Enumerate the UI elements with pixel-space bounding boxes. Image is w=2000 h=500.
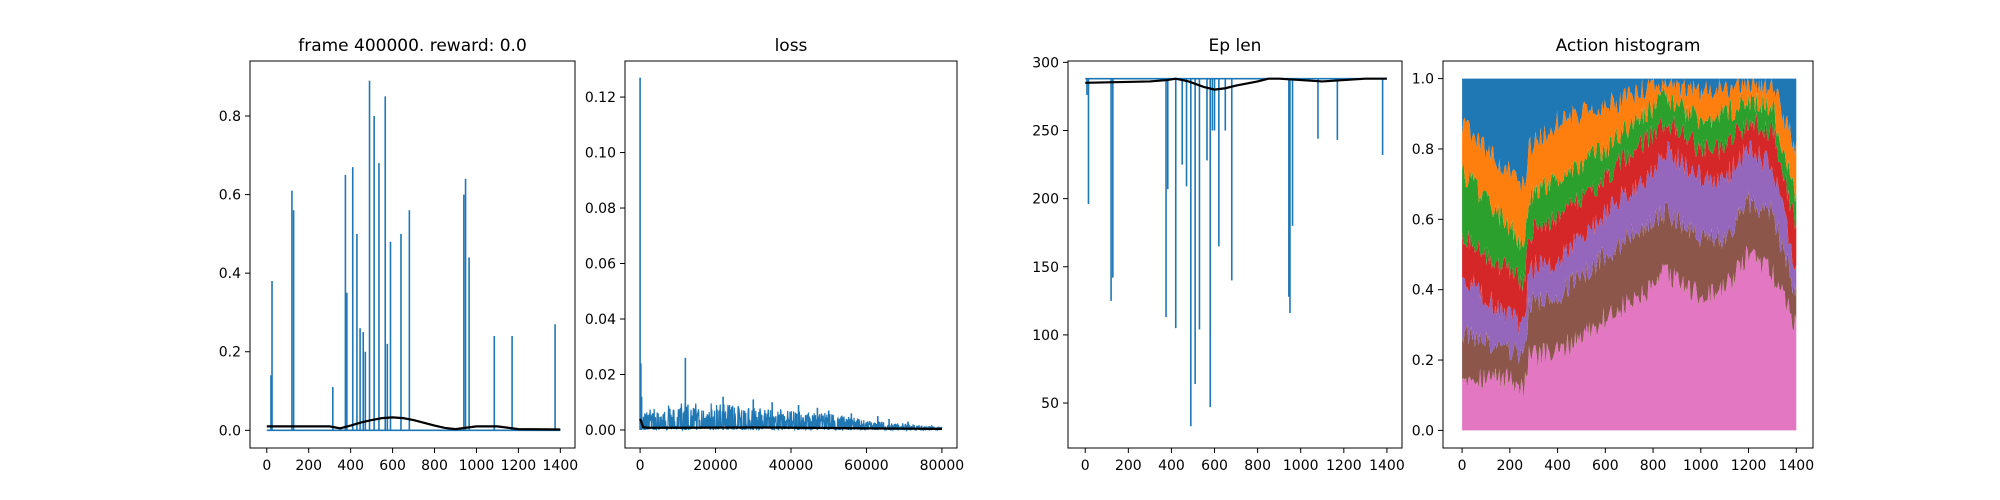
loss-noise-line — [639, 403, 943, 433]
x-tick-label: 1000 — [459, 458, 495, 474]
x-tick-label: 0 — [636, 458, 645, 474]
y-tick-label: 0.06 — [585, 257, 616, 273]
y-tick-label: 250 — [1032, 123, 1059, 139]
smoothed-line — [639, 418, 942, 430]
x-tick-label: 1200 — [1326, 458, 1362, 474]
x-tick-label: 400 — [1544, 458, 1571, 474]
x-tick-label: 40000 — [769, 458, 814, 474]
y-tick-label: 0.8 — [219, 109, 241, 125]
y-tick-label: 300 — [1032, 55, 1059, 71]
x-tick-label: 1400 — [543, 458, 579, 474]
x-tick-label: 400 — [1158, 458, 1185, 474]
y-tick-label: 150 — [1032, 260, 1059, 276]
x-tick-label: 1000 — [1683, 458, 1719, 474]
chart-3: 0 200 400 600 800 1000 1200 1400 50 100 150 200 250 3… — [1032, 36, 1404, 474]
stack-layer-7 — [1462, 78, 1797, 194]
x-tick-label: 0 — [262, 458, 271, 474]
x-tick-label: 1200 — [1731, 458, 1767, 474]
chart-1: 0 200 400 600 800 1000 1200 1400 0.0 0.2 0.4 0.6 0.8… — [219, 36, 578, 474]
y-tick-label: 0.02 — [585, 367, 616, 383]
y-tick-label: 0.0 — [1412, 423, 1434, 439]
x-tick-label: 80000 — [920, 458, 965, 474]
x-tick-label: 1000 — [1283, 458, 1319, 474]
stack-layer-2 — [1462, 191, 1797, 399]
y-tick-label: 0.12 — [585, 90, 616, 106]
chart-title: frame 400000. reward: 0.0 — [298, 36, 527, 56]
x-tick-label: 600 — [1592, 458, 1619, 474]
x-tick-label: 0 — [1458, 458, 1467, 474]
plot-area — [266, 80, 561, 432]
axes-frame — [1442, 60, 1814, 449]
x-tick-label: 200 — [1496, 458, 1523, 474]
chart-2: 0 20000 40000 60000 80000 0.00 0.02 0.04 0.06 0.0… — [585, 36, 964, 474]
x-tick-label: 1400 — [1778, 458, 1814, 474]
stack-layer-4 — [1462, 112, 1797, 334]
y-tick-label: 0.4 — [1412, 283, 1434, 299]
x-tick-label: 800 — [1640, 458, 1667, 474]
chart-title: Ep len — [1209, 36, 1262, 56]
x-tick-label: 0 — [1081, 458, 1090, 474]
stack-layer-1 — [1462, 245, 1797, 431]
y-tick-label: 200 — [1032, 192, 1059, 208]
stack-layer-6 — [1462, 78, 1797, 252]
x-tick-label: 400 — [337, 458, 364, 474]
y-tick-label: 0.2 — [219, 345, 241, 361]
y-tick-label: 0.6 — [1412, 212, 1434, 228]
y-tick-label: 0.2 — [1412, 353, 1434, 369]
y-tick-label: 0.08 — [585, 201, 616, 217]
x-tick-label: 60000 — [844, 458, 889, 474]
chart-title: Action histogram — [1556, 36, 1701, 56]
stack-layer-3 — [1462, 140, 1797, 365]
stack-layer-5 — [1462, 86, 1797, 293]
axes-frame — [1067, 60, 1403, 449]
y-tick-label: 0.4 — [219, 266, 241, 282]
y-tick-label: 0.0 — [219, 423, 241, 439]
axes-frame — [249, 60, 576, 449]
x-tick-label: 800 — [1244, 458, 1271, 474]
x-tick-label: 20000 — [693, 458, 738, 474]
y-tick-label: 0.6 — [219, 188, 241, 204]
smoothed-line — [266, 416, 561, 431]
y-tick-label: 0.00 — [585, 423, 616, 439]
plot-area — [639, 77, 943, 433]
y-tick-label: 100 — [1032, 328, 1059, 344]
y-tick-label: 0.10 — [585, 146, 616, 162]
x-tick-label: 600 — [1201, 458, 1228, 474]
y-tick-label: 0.04 — [585, 312, 616, 328]
x-tick-label: 600 — [379, 458, 406, 474]
x-tick-label: 1200 — [501, 458, 537, 474]
x-tick-label: 200 — [1115, 458, 1142, 474]
x-tick-label: 800 — [421, 458, 448, 474]
y-tick-label: 0.8 — [1412, 142, 1434, 158]
plot-area — [1462, 78, 1797, 431]
axes-frame — [624, 60, 958, 449]
chart-title: loss — [775, 36, 808, 56]
x-tick-label: 200 — [295, 458, 322, 474]
y-tick-label: 50 — [1041, 396, 1059, 412]
chart-4: 0 200 400 600 800 1000 1200 1400 0.0 0.2 0.4 0.6 0.8… — [1412, 36, 1814, 474]
smoothed-line — [1085, 77, 1387, 91]
plot-area — [1085, 77, 1387, 427]
y-tick-label: 1.0 — [1412, 72, 1434, 88]
x-tick-label: 1400 — [1369, 458, 1405, 474]
